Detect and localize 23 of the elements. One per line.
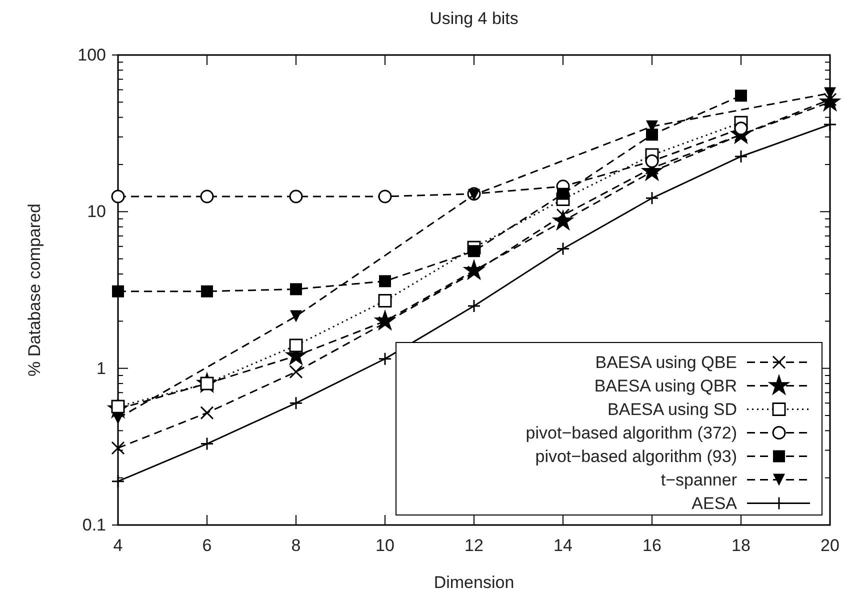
y-tick-label: 1 [96,358,106,378]
x-tick-label: 20 [820,536,840,556]
x-tick-label: 12 [464,536,484,556]
x-tick-label: 6 [202,536,212,556]
legend-label: BAESA using QBR [594,376,737,396]
legend-label: AESA [692,494,738,514]
y-tick-label: 0.1 [82,515,106,534]
x-tick-label: 16 [642,536,662,556]
legend-label: BAESA using QBE [595,353,737,372]
y-axis-title: % Database compared [25,204,44,376]
x-tick-label: 14 [554,536,572,556]
x-tick-label: 4 [113,536,123,556]
legend-label: pivot−based algorithm (372) [526,424,737,443]
legend-label: BAESA using SD [608,400,737,420]
x-tick-label: 8 [291,536,301,556]
x-tick-label: 10 [376,536,394,556]
legend-label: t−spanner [660,470,738,490]
x-tick-label: 18 [732,536,750,556]
legend-label: pivot−based algorithm (93) [535,447,737,466]
y-tick-label: 100 [78,45,106,64]
y-tick-label: 10 [87,202,106,222]
chart-title: Using 4 bits [430,9,518,28]
x-axis-title: Dimension [434,573,514,592]
